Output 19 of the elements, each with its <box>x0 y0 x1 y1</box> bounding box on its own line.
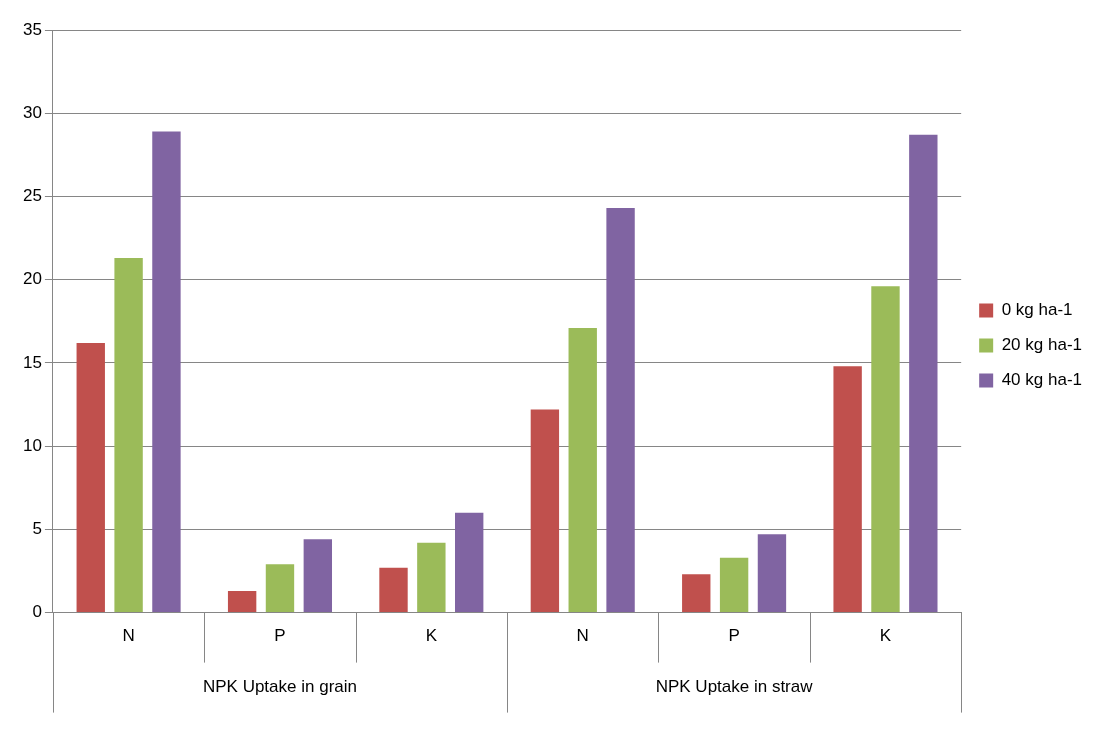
x-tick-label: N <box>576 626 589 646</box>
text: NPK Uptake in grain <box>202 677 357 697</box>
x-tick-label: K <box>425 626 438 646</box>
legend-label: 0 kg ha-1 <box>1001 300 1073 320</box>
y-tick-label: 25 <box>22 186 42 206</box>
y-tick-label: 15 <box>22 352 42 372</box>
x-tick-label: K <box>879 626 892 646</box>
y-tick-label: 20 <box>22 269 42 289</box>
x-tick-label: N <box>122 626 135 646</box>
x-tick-label: P <box>728 626 740 646</box>
x-tick-label: P <box>274 626 286 646</box>
y-tick-label: 35 <box>22 19 42 39</box>
legend-label: 40 kg ha-1 <box>1001 370 1083 390</box>
y-tick-label: 5 <box>32 519 42 539</box>
y-tick-label: 30 <box>22 102 42 122</box>
y-tick-label: 10 <box>22 435 42 455</box>
y-tick-label: 0 <box>32 602 42 622</box>
legend-label: 20 kg ha-1 <box>1001 335 1083 355</box>
text: NPK Uptake in straw <box>655 677 814 697</box>
